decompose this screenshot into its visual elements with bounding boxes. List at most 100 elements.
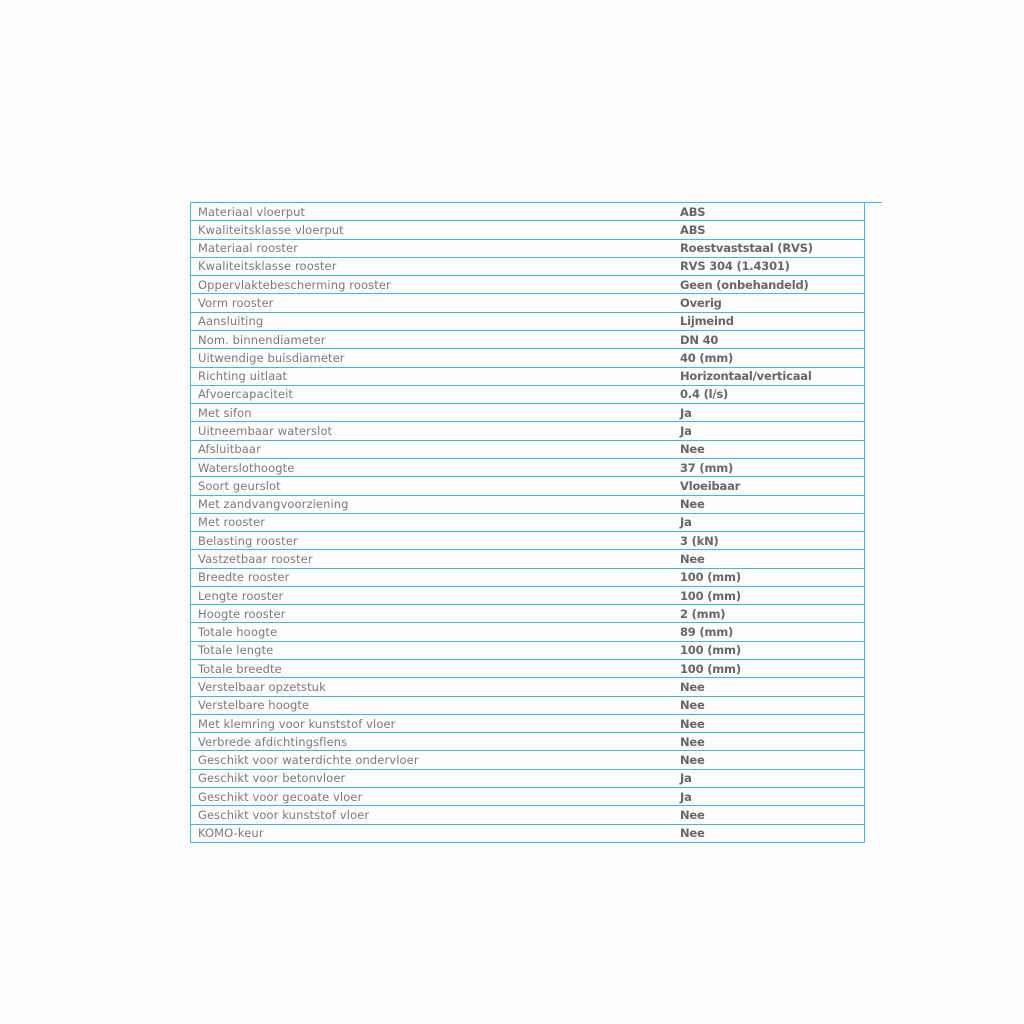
table-row: Met rooster Ja (191, 514, 864, 533)
spec-label: Geschikt voor betonvloer (198, 771, 346, 786)
spec-value: Lijmeind (680, 314, 734, 329)
spec-label: Met rooster (198, 515, 266, 530)
table-row: Vastzetbaar rooster Nee (191, 550, 864, 569)
spec-value: 89 (mm) (680, 625, 734, 640)
spec-label: Oppervlaktebescherming rooster (198, 277, 391, 292)
spec-label: Totale lengte (198, 643, 274, 658)
table-row: Richting uitlaat Horizontaal/verticaal (191, 368, 864, 386)
spec-value: 37 (mm) (680, 460, 734, 475)
spec-label: Richting uitlaat (198, 369, 288, 384)
spec-value: RVS 304 (1.4301) (680, 259, 790, 274)
table-row: Met klemring voor kunststof vloer Nee (191, 715, 864, 734)
spec-label: Geschikt voor gecoate vloer (198, 789, 363, 804)
table-row: Nom. binnendiameter DN 40 (191, 331, 864, 350)
spec-label: Met zandvangvoorziening (198, 497, 349, 512)
spec-value: ABS (680, 222, 706, 237)
spec-label: Verstelbare hoogte (198, 698, 310, 713)
spec-label: KOMO-keur (198, 826, 264, 841)
spec-value: Nee (680, 679, 705, 694)
spec-label: Kwaliteitsklasse rooster (198, 259, 337, 274)
table-row: Afsluitbaar Nee (191, 441, 864, 459)
spec-value: Nee (680, 716, 705, 731)
spec-value: 40 (mm) (680, 350, 734, 365)
spec-value: Ja (680, 789, 692, 804)
table-row: Hoogte rooster 2 (mm) (191, 605, 864, 624)
spec-value: Nee (680, 551, 705, 566)
spec-value: 0.4 (l/s) (680, 387, 729, 402)
spec-label: Afvoercapaciteit (198, 387, 294, 402)
table-row: Belasting rooster 3 (kN) (191, 532, 864, 551)
table-row: Soort geurslot Vloeibaar (191, 477, 864, 496)
spec-label: Met sifon (198, 405, 252, 420)
table-row: Totale breedte 100 (mm) (191, 660, 864, 679)
spec-value: 100 (mm) (680, 588, 741, 603)
table-row: Materiaal rooster Roestvaststaal (RVS) (191, 240, 864, 258)
table-row: Totale hoogte 89 (mm) (191, 623, 864, 642)
spec-value: Overig (680, 296, 722, 311)
spec-label: Uitwendige buisdiameter (198, 350, 345, 365)
spec-value: Nee (680, 497, 705, 512)
spec-label: Soort geurslot (198, 478, 281, 493)
spec-label: Breedte rooster (198, 570, 290, 585)
spec-value: 100 (mm) (680, 661, 741, 676)
spec-label: Vorm rooster (198, 296, 274, 311)
table-row: Geschikt voor gecoate vloer Ja (191, 788, 864, 807)
table-row: Geschikt voor waterdichte ondervloer Nee (191, 751, 864, 770)
spec-value: 3 (kN) (680, 533, 719, 548)
spec-value: Nee (680, 442, 705, 457)
table-row: Geschikt voor betonvloer Ja (191, 770, 864, 788)
table-row: Kwaliteitsklasse vloerput ABS (191, 221, 864, 240)
table-row: Kwaliteitsklasse rooster RVS 304 (1.4301) (191, 258, 864, 277)
spec-value: Nee (680, 698, 705, 713)
spec-value: Roestvaststaal (RVS) (680, 241, 813, 256)
spec-label: Lengte rooster (198, 588, 284, 603)
table-row: Vorm rooster Overig (191, 294, 864, 313)
spec-value: 100 (mm) (680, 643, 741, 658)
table-top-border (190, 202, 882, 203)
specifications-table: Materiaal vloerput ABS Kwaliteitsklasse vl… (190, 203, 865, 843)
spec-label: Kwaliteitsklasse vloerput (198, 222, 344, 237)
spec-value: 2 (mm) (680, 606, 726, 621)
spec-value: Ja (680, 424, 692, 439)
table-row: Verbrede afdichtingsflens Nee (191, 733, 864, 752)
spec-label: Totale hoogte (198, 625, 278, 640)
table-row: Oppervlaktebescherming rooster Geen (onbe… (191, 276, 864, 295)
spec-label: Afsluitbaar (198, 442, 261, 457)
spec-label: Aansluiting (198, 314, 264, 329)
spec-value: Nee (680, 734, 705, 749)
table-row: Waterslothoogte 37 (mm) (191, 459, 864, 478)
table-row: Verstelbare hoogte Nee (191, 697, 864, 715)
spec-value: Nee (680, 753, 705, 768)
spec-label: Totale breedte (198, 661, 282, 676)
table-row: Lengte rooster 100 (mm) (191, 587, 864, 606)
spec-value: 100 (mm) (680, 570, 741, 585)
spec-label: Uitneembaar waterslot (198, 424, 333, 439)
spec-label: Geschikt voor waterdichte ondervloer (198, 753, 419, 768)
spec-value: Nee (680, 826, 705, 841)
table-row: Uitneembaar waterslot Ja (191, 422, 864, 441)
spec-label: Belasting rooster (198, 533, 298, 548)
table-row: Totale lengte 100 (mm) (191, 642, 864, 661)
table-row: Aansluiting Lijmeind (191, 313, 864, 331)
spec-value: Geen (onbehandeld) (680, 277, 809, 292)
table-row: Afvoercapaciteit 0.4 (l/s) (191, 386, 864, 405)
spec-value: ABS (680, 204, 706, 219)
table-row: Breedte rooster 100 (mm) (191, 569, 864, 587)
spec-label: Met klemring voor kunststof vloer (198, 716, 396, 731)
table-row: Met zandvangvoorziening Nee (191, 496, 864, 514)
table-row: Geschikt voor kunststof vloer Nee (191, 806, 864, 825)
table-row: KOMO-keur Nee (191, 825, 864, 843)
spec-label: Materiaal vloerput (198, 204, 306, 219)
spec-value: Horizontaal/verticaal (680, 369, 812, 384)
table-row: Met sifon Ja (191, 404, 864, 423)
spec-label: Verstelbaar opzetstuk (198, 679, 326, 694)
spec-label: Verbrede afdichtingsflens (198, 734, 348, 749)
spec-value: Ja (680, 515, 692, 530)
spec-label: Materiaal rooster (198, 241, 298, 256)
spec-value: DN 40 (680, 332, 719, 347)
spec-value: Ja (680, 405, 692, 420)
table-row: Uitwendige buisdiameter 40 (mm) (191, 349, 864, 368)
table-row: Verstelbaar opzetstuk Nee (191, 678, 864, 697)
spec-label: Nom. binnendiameter (198, 332, 326, 347)
spec-label: Waterslothoogte (198, 460, 295, 475)
